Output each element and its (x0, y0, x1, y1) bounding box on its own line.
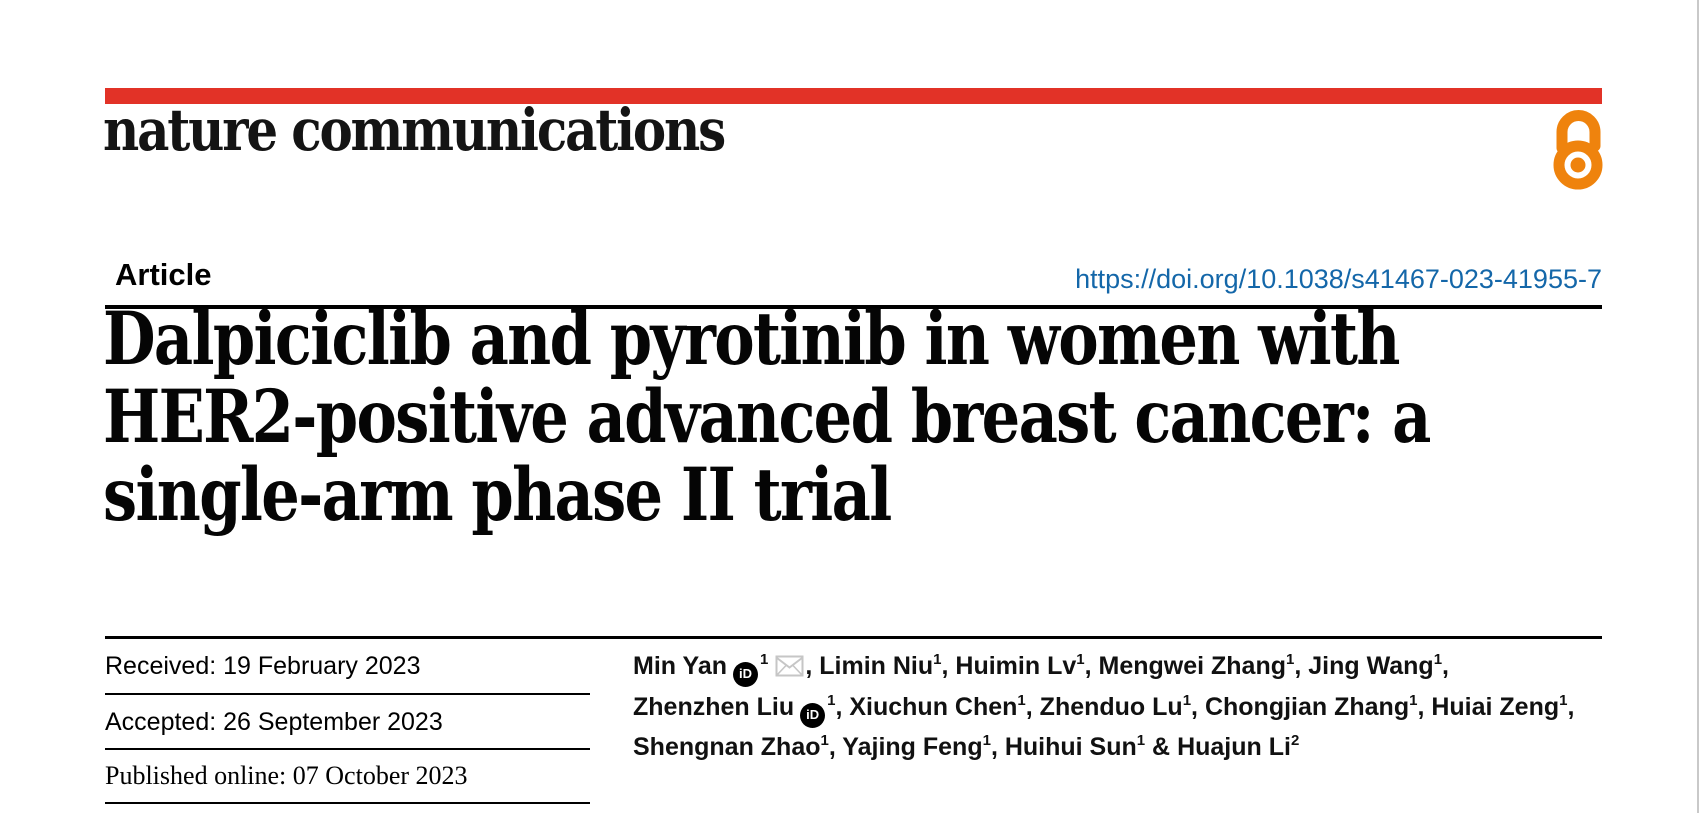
article-title-line-3: single-arm phase II trial (103, 452, 892, 538)
open-access-icon (1549, 106, 1606, 195)
article-type-label: Article (115, 257, 212, 292)
affiliation-superscript: 1 (1182, 692, 1192, 709)
author-name: Jing Wang (1308, 652, 1434, 680)
author-name: Huihui Sun (1004, 732, 1137, 761)
author-name: Min Yan (633, 652, 728, 680)
author-name: Huajun Li (1177, 732, 1291, 761)
doi-link[interactable]: https://doi.org/10.1038/s41467-023-41955… (1075, 264, 1602, 294)
history-rule-2 (105, 748, 590, 750)
affiliation-superscript: 1 (982, 731, 991, 749)
affiliation-superscript: 1 (1017, 692, 1026, 709)
author-name: Yajing Feng (842, 732, 983, 761)
history-rule-3 (105, 802, 590, 804)
author-name: Mengwei Zhang (1098, 652, 1287, 680)
author-name: Limin Niu (819, 652, 934, 680)
author-line: Min Yan iD1, Limin Niu1, Huimin Lv1, Meng… (633, 647, 1633, 688)
affiliation-superscript: 1 (760, 651, 769, 668)
author-name: Xiuchun Chen (849, 693, 1018, 721)
author-line: Zhenzhen Liu iD1, Xiuchun Chen1, Zhenduo … (633, 688, 1633, 728)
journal-wordmark: nature communications (103, 96, 726, 164)
article-title: Dalpiciclib and pyrotinib in women with … (103, 296, 1431, 538)
author-name: Huiai Zeng (1431, 693, 1560, 721)
affiliation-superscript: 1 (933, 651, 942, 668)
author-name: Chongjian Zhang (1204, 693, 1410, 721)
header-divider-rule (105, 305, 1602, 309)
affiliation-superscript: 1 (820, 731, 829, 749)
affiliation-superscript: 1 (1136, 731, 1146, 749)
article-title-line-1: Dalpiciclib and pyrotinib in women with (103, 296, 1400, 382)
author-line: Shengnan Zhao1, Yajing Feng1, Huihui Sun… (633, 731, 1300, 761)
author-name: Zhenzhen Liu (633, 693, 795, 721)
affiliation-superscript: 1 (1409, 692, 1418, 709)
title-divider-rule (105, 636, 1602, 639)
affiliation-superscript: 1 (1559, 692, 1568, 709)
accepted-date: Accepted: 26 September 2023 (105, 708, 443, 736)
orcid-icon[interactable]: iD (733, 661, 759, 687)
received-date: Received: 19 February 2023 (105, 652, 421, 680)
brand-red-bar (105, 88, 1602, 104)
author-name: Huimin Lv (955, 652, 1077, 680)
orcid-icon[interactable]: iD (800, 702, 826, 728)
email-icon[interactable] (775, 650, 804, 688)
affiliation-superscript: 1 (1286, 651, 1295, 668)
author-list: Min Yan iD1, Limin Niu1, Huimin Lv1, Meng… (633, 647, 1633, 766)
history-rule-1 (105, 693, 590, 695)
affiliation-superscript: 1 (827, 692, 836, 709)
affiliation-superscript: 2 (1290, 731, 1300, 749)
article-title-line-2: HER2-positive advanced breast cancer: a (103, 374, 1431, 460)
affiliation-superscript: 1 (1433, 651, 1443, 668)
published-date: Published online: 07 October 2023 (105, 761, 468, 790)
affiliation-superscript: 1 (1076, 651, 1085, 668)
author-name: Shengnan Zhao (633, 732, 821, 761)
page-right-edge (1697, 0, 1699, 813)
author-name: Zhenduo Lu (1039, 693, 1183, 721)
